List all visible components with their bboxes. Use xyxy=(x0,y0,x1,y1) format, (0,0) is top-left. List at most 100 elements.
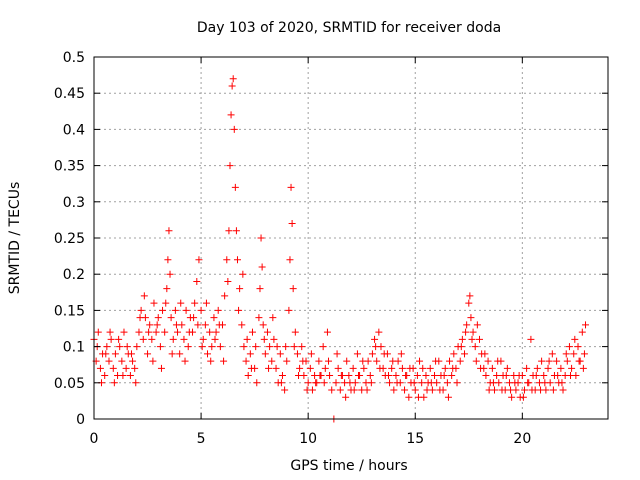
data-point xyxy=(240,343,248,351)
data-point xyxy=(448,372,456,380)
data-point xyxy=(567,372,575,380)
data-point xyxy=(326,372,334,380)
x-axis-label: GPS time / hours xyxy=(290,458,407,474)
data-point xyxy=(398,364,406,372)
data-point xyxy=(402,372,410,380)
data-point xyxy=(405,393,413,401)
data-point xyxy=(354,372,362,380)
data-point xyxy=(207,357,215,365)
data-point xyxy=(386,379,394,387)
data-point xyxy=(109,364,117,372)
data-point xyxy=(282,343,290,351)
data-point xyxy=(288,220,296,228)
data-point xyxy=(129,357,137,365)
data-point xyxy=(360,364,368,372)
data-point xyxy=(574,343,582,351)
data-point xyxy=(416,357,424,365)
data-point xyxy=(127,350,135,358)
data-point xyxy=(122,364,130,372)
data-point xyxy=(139,335,147,343)
data-point xyxy=(494,357,502,365)
data-point xyxy=(384,372,392,380)
data-point xyxy=(153,321,161,329)
data-point xyxy=(165,227,173,235)
data-point xyxy=(320,379,328,387)
data-point xyxy=(255,314,263,322)
data-point xyxy=(571,335,579,343)
data-point xyxy=(462,328,470,336)
data-point xyxy=(296,364,304,372)
data-point xyxy=(152,328,160,336)
data-point xyxy=(559,386,567,394)
data-point xyxy=(371,335,379,343)
data-point xyxy=(523,364,531,372)
data-point xyxy=(276,350,284,358)
data-point xyxy=(247,364,255,372)
x-tick-label: 20 xyxy=(513,431,531,447)
data-point xyxy=(558,379,566,387)
data-point xyxy=(363,386,371,394)
data-points xyxy=(90,75,590,423)
data-point xyxy=(413,372,421,380)
data-point xyxy=(230,125,238,133)
data-point xyxy=(511,379,519,387)
data-point xyxy=(256,285,264,293)
data-point xyxy=(565,343,573,351)
data-point xyxy=(287,183,295,191)
chart-title: Day 103 of 2020, SRMTID for receiver dod… xyxy=(197,20,501,36)
data-point xyxy=(372,343,380,351)
data-point xyxy=(270,335,278,343)
data-point xyxy=(375,328,383,336)
data-point xyxy=(269,314,277,322)
data-point xyxy=(473,321,481,329)
data-point xyxy=(135,328,143,336)
data-point xyxy=(154,314,162,322)
data-point xyxy=(471,343,479,351)
data-point xyxy=(171,306,179,314)
data-point xyxy=(193,277,201,285)
data-point xyxy=(443,379,451,387)
data-point xyxy=(131,364,139,372)
y-axis-label: SRMTID / TECUs xyxy=(7,182,23,295)
data-point xyxy=(103,343,111,351)
y-tick-label: 0.15 xyxy=(54,303,85,319)
data-point xyxy=(233,256,241,264)
data-point xyxy=(469,328,477,336)
data-point xyxy=(431,372,439,380)
data-point xyxy=(393,379,401,387)
data-point xyxy=(388,364,396,372)
data-point xyxy=(120,328,128,336)
data-point xyxy=(489,379,497,387)
data-point xyxy=(159,306,167,314)
data-point xyxy=(449,364,457,372)
data-point xyxy=(323,328,331,336)
data-point xyxy=(570,350,578,358)
data-point xyxy=(316,372,324,380)
data-point xyxy=(180,335,188,343)
data-point xyxy=(557,364,565,372)
data-point xyxy=(157,364,165,372)
data-point xyxy=(224,277,232,285)
data-point xyxy=(427,379,435,387)
data-point xyxy=(227,111,235,119)
data-point xyxy=(110,379,118,387)
data-point xyxy=(229,75,237,83)
data-point xyxy=(503,364,511,372)
data-point xyxy=(220,357,228,365)
data-point xyxy=(580,350,588,358)
data-point xyxy=(458,335,466,343)
data-point xyxy=(482,372,490,380)
data-point xyxy=(182,306,190,314)
data-point xyxy=(307,350,315,358)
data-point xyxy=(328,386,336,394)
data-point xyxy=(337,372,345,380)
data-point xyxy=(216,343,224,351)
data-point xyxy=(476,335,483,343)
data-point xyxy=(115,335,123,343)
data-point xyxy=(252,343,260,351)
data-point xyxy=(177,299,185,307)
data-point xyxy=(150,299,158,307)
data-point xyxy=(140,292,148,300)
data-point xyxy=(579,364,587,372)
y-tick-label: 0.2 xyxy=(63,267,85,283)
